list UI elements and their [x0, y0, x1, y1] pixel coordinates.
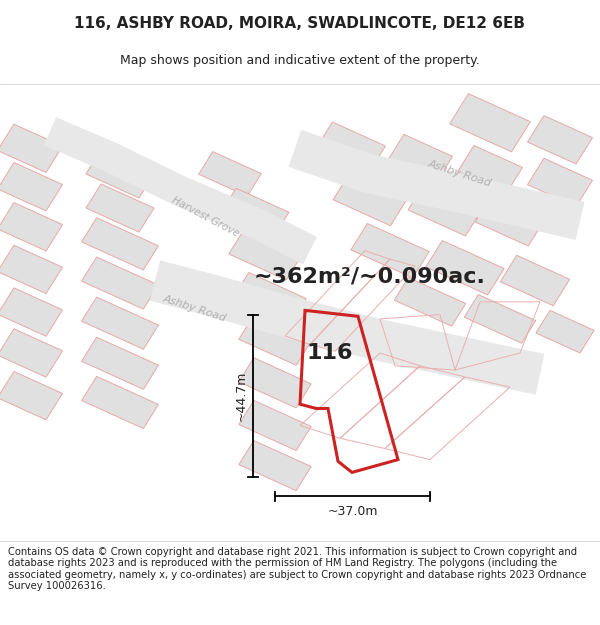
Polygon shape: [0, 202, 62, 251]
Polygon shape: [475, 196, 545, 246]
Polygon shape: [239, 401, 311, 451]
Polygon shape: [0, 162, 62, 211]
Text: Ashby Road: Ashby Road: [427, 159, 493, 189]
Polygon shape: [0, 371, 62, 420]
Polygon shape: [86, 184, 154, 232]
Polygon shape: [0, 329, 62, 378]
Polygon shape: [82, 337, 158, 389]
Text: ~37.0m: ~37.0m: [327, 505, 378, 518]
Polygon shape: [500, 256, 570, 306]
Polygon shape: [229, 230, 301, 280]
Text: ~362m²/~0.090ac.: ~362m²/~0.090ac.: [254, 266, 486, 286]
Polygon shape: [314, 122, 385, 174]
Text: Ashby Road: Ashby Road: [162, 294, 228, 324]
Text: Harvest Grove: Harvest Grove: [170, 194, 241, 239]
Polygon shape: [394, 278, 466, 326]
Polygon shape: [86, 150, 154, 198]
Polygon shape: [239, 315, 311, 365]
Polygon shape: [450, 94, 530, 152]
Text: 116: 116: [307, 343, 353, 363]
Text: 116, ASHBY ROAD, MOIRA, SWADLINCOTE, DE12 6EB: 116, ASHBY ROAD, MOIRA, SWADLINCOTE, DE1…: [74, 16, 526, 31]
Polygon shape: [426, 241, 504, 295]
Polygon shape: [527, 116, 592, 164]
Polygon shape: [333, 173, 407, 226]
Polygon shape: [82, 376, 158, 429]
Polygon shape: [221, 188, 289, 236]
Text: Map shows position and indicative extent of the property.: Map shows position and indicative extent…: [120, 54, 480, 68]
Polygon shape: [82, 297, 158, 349]
Polygon shape: [239, 357, 311, 408]
Polygon shape: [408, 184, 482, 236]
Polygon shape: [388, 134, 452, 182]
Text: ~44.7m: ~44.7m: [235, 371, 248, 421]
Polygon shape: [199, 152, 262, 196]
Polygon shape: [536, 311, 594, 353]
Polygon shape: [527, 158, 592, 207]
Polygon shape: [351, 224, 429, 278]
Polygon shape: [239, 441, 311, 491]
Polygon shape: [82, 257, 158, 309]
Polygon shape: [464, 294, 536, 343]
Polygon shape: [0, 245, 62, 294]
Polygon shape: [0, 288, 62, 336]
Polygon shape: [82, 217, 158, 270]
Polygon shape: [458, 146, 523, 194]
Polygon shape: [234, 272, 306, 322]
Polygon shape: [0, 124, 62, 172]
Text: Contains OS data © Crown copyright and database right 2021. This information is : Contains OS data © Crown copyright and d…: [8, 546, 586, 591]
